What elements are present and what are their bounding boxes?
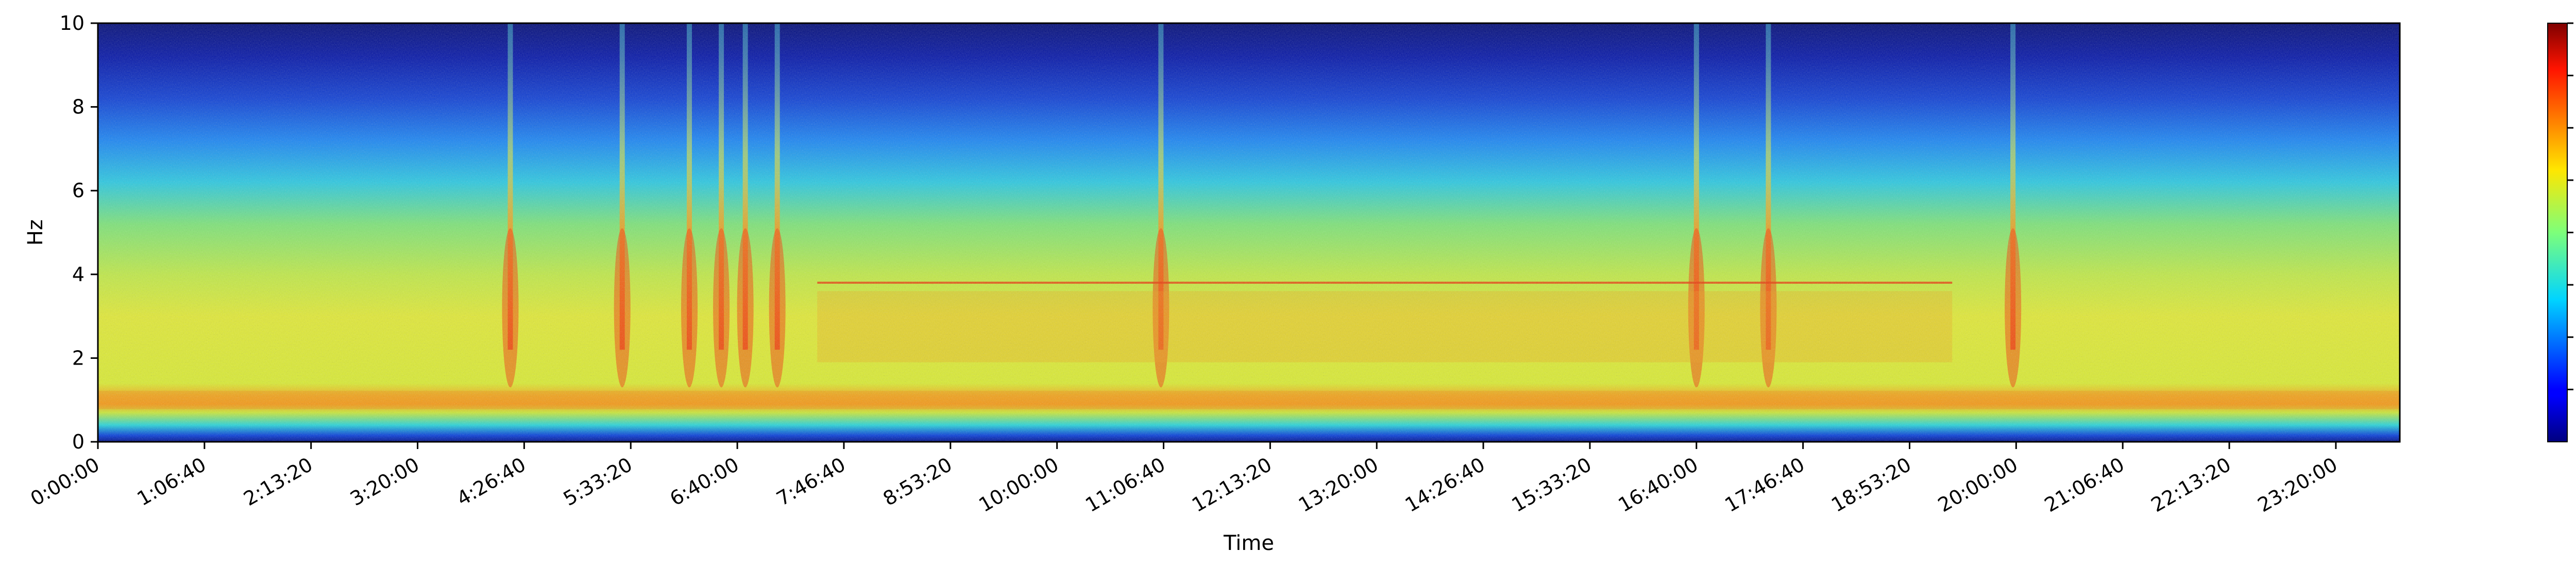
plot-frame bbox=[97, 22, 2401, 443]
y-tick-label: 8 bbox=[72, 96, 84, 118]
x-tick-label: 4:26:40 bbox=[453, 453, 530, 510]
x-tick-label: 0:00:00 bbox=[27, 453, 104, 510]
x-tick-label: 12:13:20 bbox=[1188, 453, 1276, 516]
x-tick-label: 21:06:40 bbox=[2041, 453, 2128, 516]
colorbar-gradient bbox=[2547, 23, 2568, 442]
y-axis: 0 2 4 6 8 10 bbox=[60, 12, 98, 453]
x-tick-label: 18:53:20 bbox=[1827, 453, 1915, 516]
x-tick-label: 14:26:40 bbox=[1401, 453, 1489, 516]
x-tick-label: 10:00:00 bbox=[975, 453, 1062, 516]
x-tick-label: 3:20:00 bbox=[346, 453, 423, 510]
x-tick-label: 16:40:00 bbox=[1614, 453, 1702, 516]
x-tick-label: 15:33:20 bbox=[1508, 453, 1596, 516]
y-axis-label: Hz bbox=[24, 219, 47, 246]
x-tick-label: 11:06:40 bbox=[1081, 453, 1169, 516]
x-tick-label: 22:13:20 bbox=[2147, 453, 2235, 516]
y-tick-label: 4 bbox=[72, 263, 84, 286]
x-tick-label: 1:06:40 bbox=[133, 453, 210, 510]
x-tick-label: 7:46:40 bbox=[773, 453, 850, 510]
x-tick-label: 23:20:00 bbox=[2254, 453, 2342, 516]
y-tick-label: 10 bbox=[60, 12, 84, 35]
x-tick-label: 13:20:00 bbox=[1295, 453, 1382, 516]
plot-area bbox=[97, 22, 2401, 443]
x-tick-label: 20:00:00 bbox=[1934, 453, 2022, 516]
x-tick-label: 2:13:20 bbox=[240, 453, 316, 510]
y-tick-label: 2 bbox=[72, 347, 84, 369]
colorbar: +0 dB-10 dB-20 dB-30 dB-40 dB-50 dB-60 d… bbox=[2547, 22, 2573, 442]
x-tick-label: 6:40:00 bbox=[666, 453, 743, 510]
y-tick-label: 0 bbox=[72, 430, 84, 453]
x-tick-label: 8:53:20 bbox=[879, 453, 956, 510]
spectrogram-texture bbox=[98, 23, 2400, 442]
y-tick-label: 6 bbox=[72, 179, 84, 202]
x-axis: 0:00:00 1:06:40 2:13:20 3:20:00 4:26:40 5:33:… bbox=[27, 442, 2342, 516]
x-axis-label: Time bbox=[1223, 531, 1274, 555]
x-tick-label: 5:33:20 bbox=[560, 453, 636, 510]
x-tick-label: 17:46:40 bbox=[1721, 453, 1808, 516]
